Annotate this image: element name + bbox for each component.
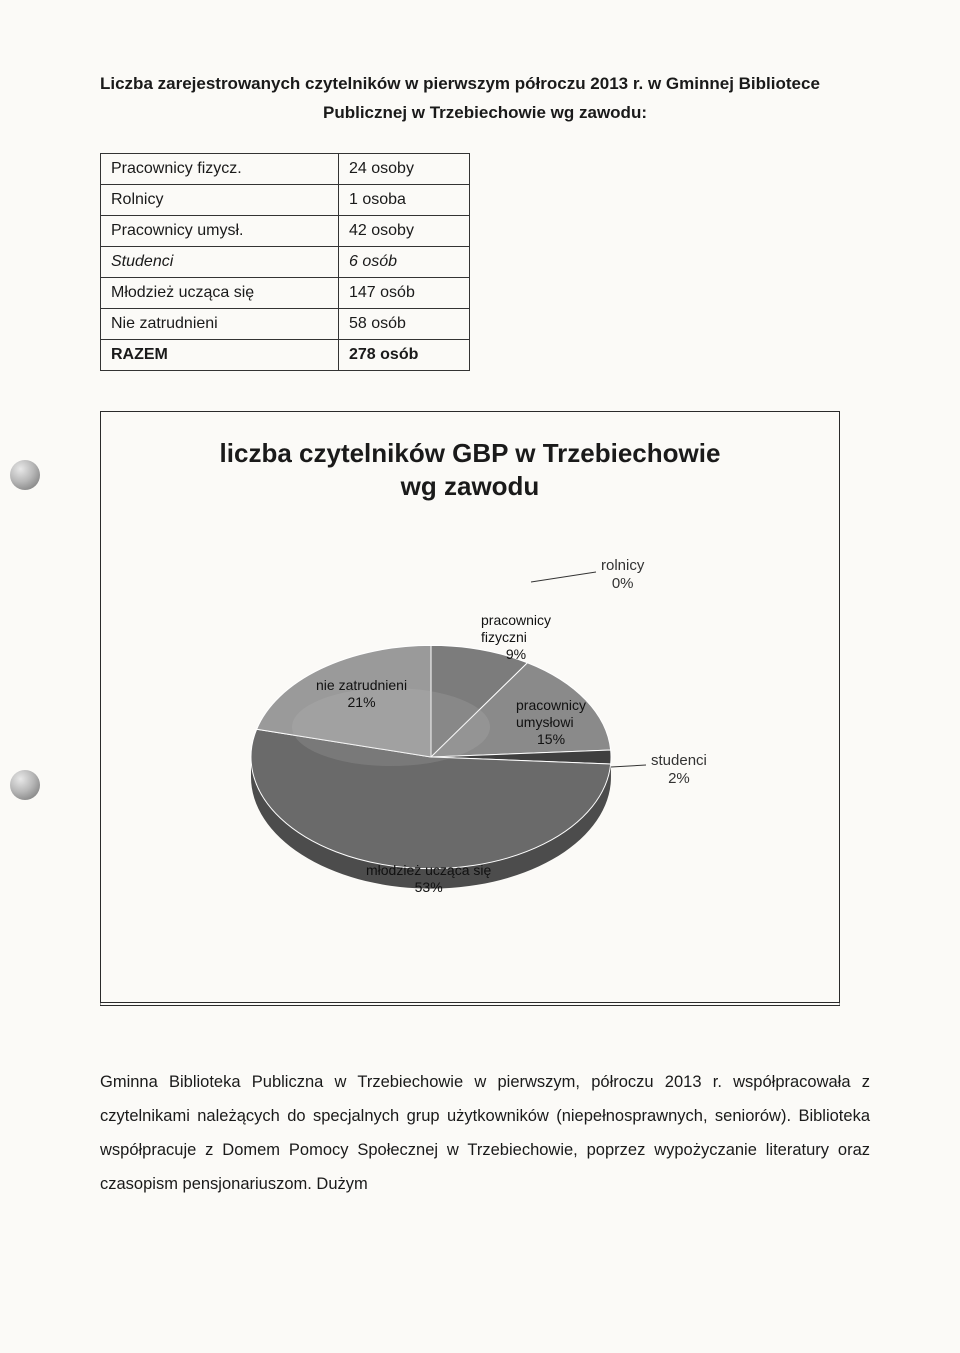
table-cell-label: Nie zatrudnieni <box>101 309 339 340</box>
hole-punch-icon <box>10 460 40 490</box>
pie-label: studenci2% <box>651 752 707 788</box>
pie-label: pracownicyumysłowi15% <box>516 697 586 747</box>
pie-label: nie zatrudnieni21% <box>316 677 407 711</box>
table-cell-value: 58 osób <box>339 309 470 340</box>
leader-lines <box>121 527 821 967</box>
table-cell-label: Pracownicy umysł. <box>101 216 339 247</box>
table-cell-value: 278 osób <box>339 340 470 371</box>
page-title-line1: Liczba zarejestrowanych czytelników w pi… <box>100 70 870 97</box>
table-cell-value: 42 osoby <box>339 216 470 247</box>
table-cell-label: RAZEM <box>101 340 339 371</box>
table-cell-label: Młodzież ucząca się <box>101 278 339 309</box>
pie-label: pracownicyfizyczni9% <box>481 612 551 662</box>
chart-title-line2: wg zawodu <box>401 471 540 501</box>
pie-label: rolnicy0% <box>601 557 644 593</box>
table-cell-label: Rolnicy <box>101 185 339 216</box>
page-title-line2: Publicznej w Trzebiechowie wg zawodu: <box>100 103 870 123</box>
pie-label: młodzież ucząca się53% <box>366 862 491 896</box>
table-cell-value: 1 osoba <box>339 185 470 216</box>
pie-chart: pracownicyfizyczni9% rolnicy0% pracownicyu… <box>121 527 821 967</box>
table-cell-value: 6 osób <box>339 247 470 278</box>
table-cell-label: Studenci <box>101 247 339 278</box>
chart-title: liczba czytelników GBP w Trzebiechowie w… <box>121 437 819 502</box>
hole-punch-icon <box>10 770 40 800</box>
body-paragraph: Gminna Biblioteka Publiczna w Trzebiecho… <box>100 1066 870 1201</box>
chart-title-line1: liczba czytelników GBP w Trzebiechowie <box>220 438 721 468</box>
occupation-table: Pracownicy fizycz.24 osobyRolnicy1 osoba… <box>100 153 470 371</box>
document-page: Liczba zarejestrowanych czytelników w pi… <box>0 0 960 1353</box>
table-cell-label: Pracownicy fizycz. <box>101 154 339 185</box>
chart-container: liczba czytelników GBP w Trzebiechowie w… <box>100 411 840 1006</box>
table-cell-value: 24 osoby <box>339 154 470 185</box>
table-cell-value: 147 osób <box>339 278 470 309</box>
